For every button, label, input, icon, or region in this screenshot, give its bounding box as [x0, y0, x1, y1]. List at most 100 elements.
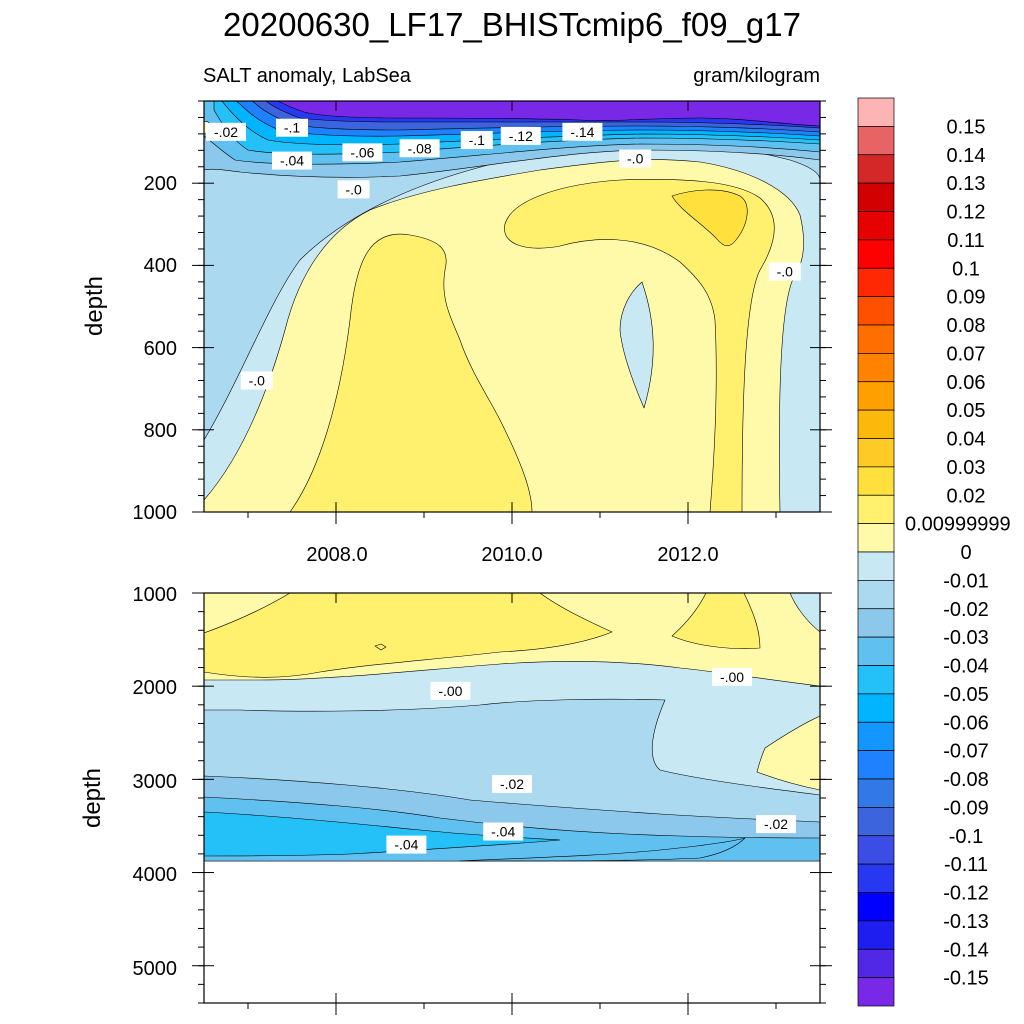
chart-title: 20200630_LF17_BHISTcmip6_f09_g17 — [223, 6, 801, 43]
colorbar-box — [857, 778, 895, 808]
colorbar-label: 0.00999999 — [905, 514, 1011, 536]
colorbar-label: -0.11 — [944, 854, 988, 876]
lower-ylabel: depth — [79, 768, 106, 828]
upper-y-tick-labels: 200 400 600 800 1000 — [133, 173, 178, 524]
colorbar-label: 0.03 — [947, 457, 986, 479]
contour-label-text: -.06 — [350, 144, 374, 160]
colorbar-box — [857, 97, 895, 127]
lower-axis-ticks — [192, 592, 832, 1015]
contour-label: -.0 — [768, 262, 801, 281]
contour-label: -.06 — [342, 143, 383, 162]
lower-ytick-label: 3000 — [133, 771, 178, 793]
contour-label-box — [619, 149, 652, 168]
lower-ytick-label: 5000 — [133, 958, 178, 980]
lower-ytick-label: 1000 — [133, 584, 178, 606]
upper-axis-ticks — [192, 100, 832, 524]
fill-small-feature — [374, 643, 387, 651]
contour-label-box — [768, 262, 801, 281]
contour-label-box — [460, 131, 493, 150]
lower-panel: -.00 -.00 -.02 -.02 -.04 -.04 1000 2000 3000 … — [133, 584, 832, 1015]
colorbar-box — [857, 182, 895, 212]
contour-label-text: -.02 — [214, 124, 238, 140]
xtick-label: 2012.0 — [657, 544, 718, 566]
colorbar-label: 0 — [960, 542, 971, 564]
colorbar-label: 0.04 — [947, 429, 986, 451]
colorbar-box — [857, 608, 895, 638]
upper-ytick-label: 800 — [144, 420, 177, 442]
contour-label: -.12 — [500, 126, 541, 145]
lower-contour-labels: -.00 -.00 -.02 -.02 -.04 -.04 — [386, 667, 796, 854]
contour-label: -.04 — [386, 835, 427, 854]
colorbar-box — [857, 154, 895, 184]
colorbar-box — [857, 494, 895, 524]
colorbar-label: 0.02 — [947, 485, 986, 507]
colorbar-label: -0.06 — [943, 712, 989, 734]
colorbar-label: 0.05 — [947, 400, 986, 422]
contour-label-box — [712, 667, 752, 686]
lower-contour-fills — [204, 593, 820, 862]
colorbar-boxes — [857, 97, 895, 1007]
lower-y-tick-labels: 1000 2000 3000 4000 5000 — [133, 584, 178, 980]
colorbar-box — [857, 239, 895, 269]
contour-label-text: -.1 — [469, 132, 486, 148]
x-tick-labels: 2008.0 2010.0 2012.0 — [306, 544, 718, 566]
fill-pos-0-02-right — [671, 593, 761, 649]
colorbar-label: -0.04 — [943, 656, 989, 678]
contour-label-box — [272, 151, 312, 170]
colorbar-box — [857, 353, 895, 383]
contour-label-box — [430, 681, 471, 700]
colorbar-label: -0.1 — [949, 826, 983, 848]
colorbar-box — [857, 948, 895, 978]
colorbar-label: -0.15 — [943, 968, 989, 990]
upper-contour-labels: -.02 -.1 -.04 -.06 -.08 -.1 -.12 -.14 -.0 -.0 -.0 -… — [206, 118, 801, 390]
contour-label-text: -.04 — [491, 824, 515, 840]
contour-label: -.02 — [492, 775, 532, 794]
contour-label-box — [276, 118, 308, 137]
colorbar-label: 0.06 — [947, 372, 986, 394]
contour-label-box — [386, 835, 427, 854]
upper-ytick-label: 600 — [144, 338, 177, 360]
colorbar-label: -0.01 — [943, 570, 989, 592]
colorbar-box — [857, 267, 895, 297]
colorbar-box — [857, 126, 895, 156]
contour-label-text: -.14 — [570, 124, 594, 140]
contour-label: -.00 — [712, 667, 752, 686]
contour-label-text: -.0 — [249, 372, 266, 388]
fill-neg-0-15 — [277, 101, 820, 127]
colorbar-box — [857, 920, 895, 950]
contour-label-text: -.02 — [500, 776, 524, 792]
fill-pos-wedge — [756, 715, 820, 791]
contour-label-text: -.0 — [627, 151, 644, 167]
colorbar-label: -0.14 — [943, 939, 989, 961]
units-label: gram/kilogram — [693, 65, 820, 87]
upper-ytick-label: 400 — [144, 255, 177, 277]
colorbar-label: 0.12 — [947, 202, 986, 224]
contour-label: -.1 — [276, 118, 308, 137]
fill-neg-0-05 — [204, 811, 561, 857]
colorbar-box — [857, 665, 895, 695]
upper-panel: -.02 -.1 -.04 -.06 -.08 -.1 -.12 -.14 -.0 -.0 -.0 -… — [133, 100, 832, 566]
colorbar-labels: 0.15 0.14 0.13 0.12 0.11 0.1 0.09 0.08 0.07 0.06 0… — [905, 116, 1011, 989]
contour-label-box — [756, 815, 796, 834]
contour-label-box — [399, 139, 440, 158]
colorbar: 0.15 0.14 0.13 0.12 0.11 0.1 0.09 0.08 0.07 0.06 0… — [857, 97, 1011, 1007]
upper-ytick-label: 200 — [144, 173, 177, 195]
colorbar-box — [857, 551, 895, 581]
colorbar-label: 0.1 — [952, 258, 980, 280]
colorbar-box — [857, 693, 895, 723]
contour-label-text: -.08 — [408, 140, 432, 156]
colorbar-box — [857, 721, 895, 751]
contour-label-text: -.02 — [764, 816, 788, 832]
colorbar-box — [857, 438, 895, 468]
colorbar-box — [857, 324, 895, 354]
fill-pos-0-02-left — [289, 233, 533, 512]
xtick-label: 2010.0 — [481, 544, 542, 566]
colorbar-label: 0.09 — [947, 287, 986, 309]
colorbar-label: -0.02 — [943, 599, 989, 621]
contour-label-text: -.00 — [720, 669, 744, 685]
colorbar-box — [857, 807, 895, 837]
contour-label-box — [562, 122, 603, 141]
fill-pos-0-03 — [671, 189, 748, 247]
colorbar-label: 0.07 — [947, 343, 986, 365]
colorbar-label: 0.13 — [947, 173, 986, 195]
